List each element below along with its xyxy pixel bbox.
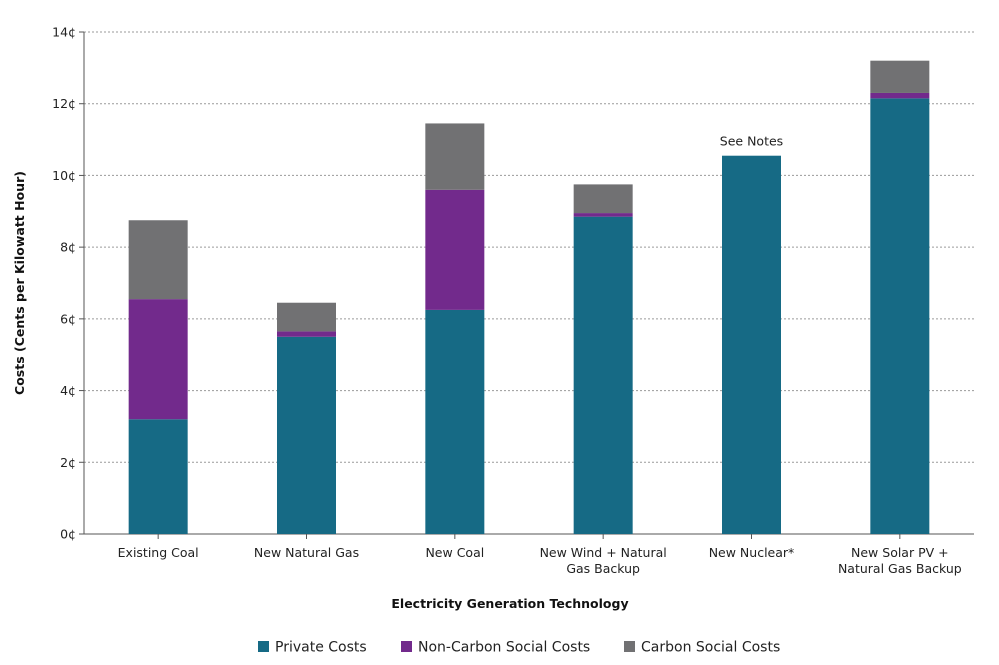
bar-segment [573,213,633,217]
x-tick-label: Existing Coal [118,545,199,560]
y-tick-label: 12¢ [52,96,76,111]
bar-segment [277,302,336,332]
bar-segment [277,336,336,534]
bar-segment [870,60,930,93]
y-tick-label: 2¢ [60,455,76,470]
y-tick-label: 6¢ [60,311,76,326]
bar-segment [573,216,633,534]
bar-segment [870,98,930,534]
y-axis-title: Costs (Cents per Kilowatt Hour) [12,171,27,395]
bar-segment [425,189,485,310]
y-tick-label: 4¢ [60,383,76,398]
x-axis-title: Electricity Generation Technology [391,596,628,611]
legend-label: Carbon Social Costs [641,640,780,656]
y-axis-ticks: 0¢ 2¢ 4¢ 6¢ 8¢ 10¢ 12¢ 14¢ [52,25,84,542]
bar-segment [128,299,188,420]
legend-swatch [401,641,412,652]
bar-segment [425,123,485,190]
y-tick-label: 10¢ [52,168,76,183]
x-axis-categories: Existing Coal New Natural Gas New Coal New … [118,534,962,576]
bar-segment [722,155,781,534]
bars [128,60,930,534]
x-tick-label: New Solar PV + [851,545,949,560]
y-tick-label: 8¢ [60,240,76,255]
bar-segment [277,331,336,337]
bar-segment [425,309,485,534]
x-tick-label: New Nuclear* [709,545,795,560]
x-tick-label: Natural Gas Backup [838,561,962,576]
legend-swatch [624,641,635,652]
annotation-label: See Notes [720,134,783,149]
bar-segment [128,419,188,534]
annotations: See Notes [720,134,783,149]
x-tick-label: New Coal [425,545,484,560]
y-tick-label: 14¢ [52,25,76,40]
x-tick-label: New Wind + Natural [540,545,667,560]
x-tick-label: New Natural Gas [254,545,359,560]
bar-segment [128,220,188,300]
legend-label: Private Costs [275,640,367,656]
y-tick-label: 0¢ [60,527,76,542]
gridlines [83,31,974,535]
legend: Private Costs Non-Carbon Social Costs Carb… [258,640,780,656]
x-tick-label: Gas Backup [566,561,640,576]
legend-swatch [258,641,269,652]
bar-segment [870,92,930,99]
bar-segment [573,184,633,214]
legend-label: Non-Carbon Social Costs [418,640,590,656]
